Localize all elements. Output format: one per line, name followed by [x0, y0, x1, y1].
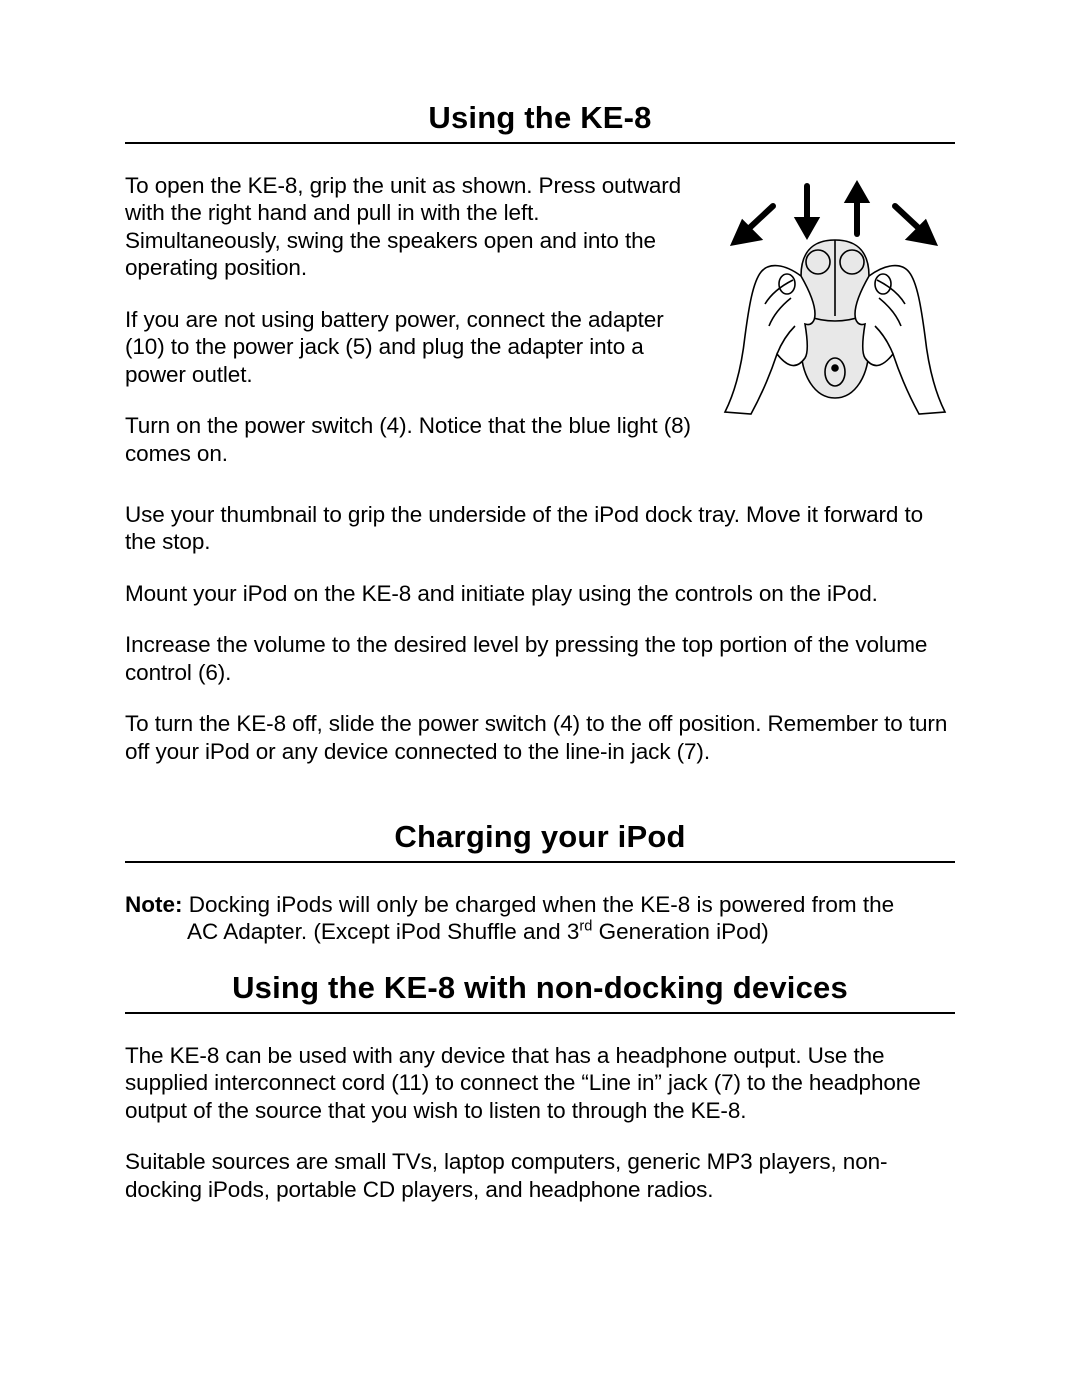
charging-note: Note: Docking iPods will only be charged… — [125, 891, 955, 946]
s3-p1: The KE-8 can be used with any device tha… — [125, 1042, 955, 1124]
divider-3 — [125, 1012, 955, 1014]
open-device-illustration — [715, 176, 955, 416]
manual-page: Using the KE-8 — [0, 0, 1080, 1203]
heading-nondocking: Using the KE-8 with non-docking devices — [125, 970, 955, 1006]
heading-charging: Charging your iPod — [125, 819, 955, 855]
note-line-2b: Generation iPod) — [592, 919, 768, 944]
intro-block: To open the KE-8, grip the unit as shown… — [125, 172, 955, 491]
divider-2 — [125, 861, 955, 863]
s3-p2: Suitable sources are small TVs, laptop c… — [125, 1148, 955, 1203]
note-label: Note: — [125, 892, 183, 917]
heading-using-ke8: Using the KE-8 — [125, 100, 955, 136]
note-line-2a: AC Adapter. (Except iPod Shuffle and 3 — [187, 919, 579, 944]
s1-p5: Mount your iPod on the KE-8 and initiate… — [125, 580, 955, 607]
s1-p6: Increase the volume to the desired level… — [125, 631, 955, 686]
note-sup: rd — [579, 919, 592, 935]
divider-1 — [125, 142, 955, 144]
note-line-1: Docking iPods will only be charged when … — [183, 892, 895, 917]
s1-p3: Turn on the power switch (4). Notice tha… — [125, 412, 955, 467]
s1-p7: To turn the KE-8 off, slide the power sw… — [125, 710, 955, 765]
s1-p4: Use your thumbnail to grip the underside… — [125, 501, 955, 556]
